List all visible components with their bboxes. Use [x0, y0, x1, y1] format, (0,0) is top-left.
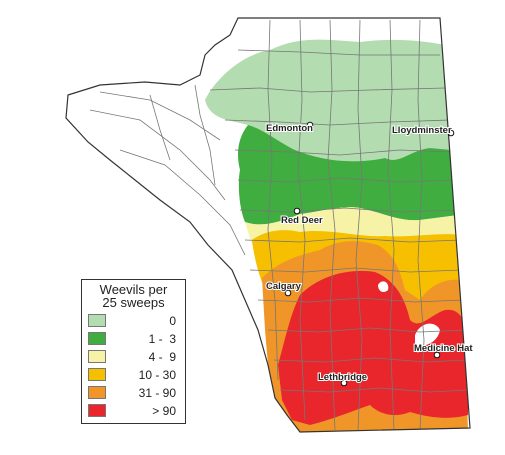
legend-row-3: 10 - 30: [88, 368, 180, 382]
legend-swatch: [88, 332, 106, 345]
legend-label: 1 - 3: [148, 332, 176, 346]
county-boundaries: [89, 19, 469, 431]
city-medicine-hat: Medicine Hat: [413, 342, 474, 359]
legend-swatch: [88, 368, 106, 381]
zone-hole-small: [378, 281, 389, 293]
legend-title-line2: 25 sweeps: [102, 295, 165, 310]
city-lethbridge: Lethbridge: [317, 371, 368, 387]
zone-hole: [415, 323, 440, 346]
legend-row-4: 31 - 90: [88, 386, 180, 400]
city-edmonton: Edmonton: [265, 121, 314, 135]
legend-label: 31 - 90: [138, 386, 176, 400]
city-red-deer: Red Deer: [280, 207, 324, 227]
city-marker: [284, 289, 292, 297]
legend-title-line1: Weevils per: [99, 282, 168, 297]
city-label-edmonton: Edmonton: [266, 123, 313, 134]
legend-label: 4 - 9: [148, 350, 176, 364]
legend-row-1: 1 - 3: [88, 332, 180, 346]
legend-row-2: 4 - 9: [88, 350, 180, 364]
legend-row-0: 0: [88, 314, 180, 328]
legend-label: > 90: [152, 404, 176, 418]
city-label-medicine-hat: Medicine Hat: [414, 343, 473, 354]
city-label-lloydminster: Lloydminster: [392, 125, 452, 136]
legend-row-5: > 90: [88, 404, 180, 418]
city-marker: [447, 129, 455, 137]
legend-title: Weevils per 25 sweeps: [82, 280, 185, 309]
legend-swatch: [88, 314, 106, 327]
legend-swatch: [88, 386, 106, 399]
city-label-red-deer: Red Deer: [281, 215, 323, 226]
city-marker: [306, 121, 314, 129]
zone-1-3: [237, 125, 458, 225]
legend-swatch: [88, 350, 106, 363]
city-lloydminster: Lloydminster: [391, 124, 455, 137]
city-calgary: Calgary: [265, 280, 303, 297]
city-marker: [433, 351, 441, 359]
city-label-calgary: Calgary: [266, 281, 302, 292]
legend-label: 0: [169, 314, 176, 328]
map-legend: Weevils per 25 sweeps 0 1 - 3 4 - 9 10 -…: [81, 279, 186, 424]
legend-swatch: [88, 404, 106, 417]
city-marker: [340, 379, 348, 387]
legend-label: 10 - 30: [138, 368, 176, 382]
city-label-lethbridge: Lethbridge: [318, 372, 367, 383]
zone-gt-90: [278, 270, 468, 425]
province-border: [65, 17, 471, 433]
city-marker: [293, 207, 301, 215]
